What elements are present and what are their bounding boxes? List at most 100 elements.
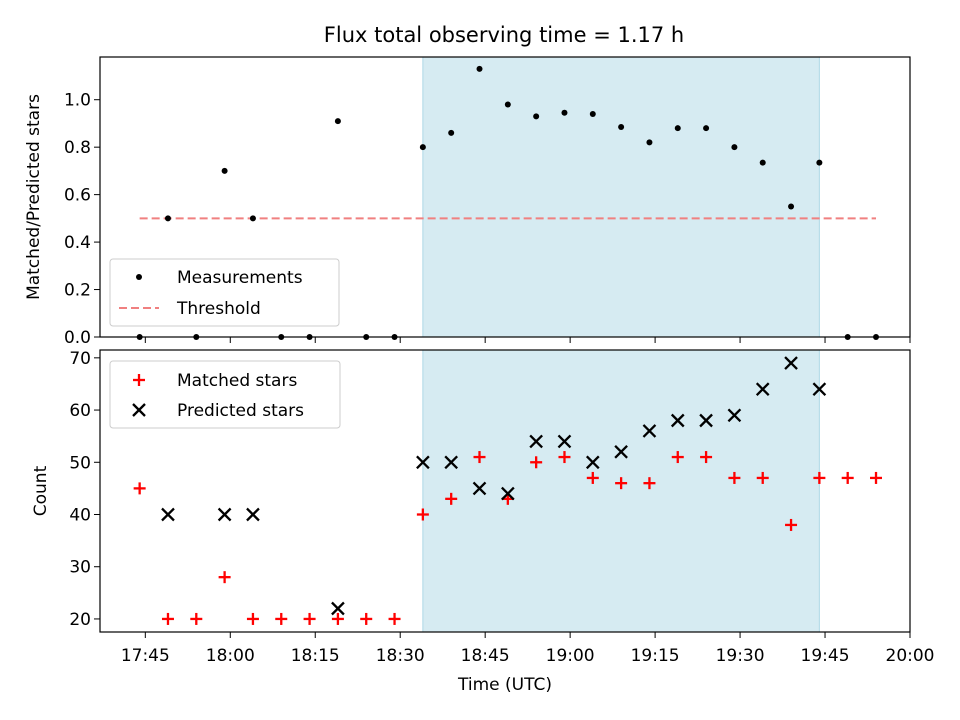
predicted-star-point <box>585 455 600 470</box>
axes-frame <box>99 56 911 338</box>
x-tick-label: 18:45 <box>461 646 510 666</box>
predicted-star-point <box>727 408 742 423</box>
y-tick-label: 0.8 <box>64 138 91 158</box>
y-tick-label: 1.0 <box>64 91 91 111</box>
matched-star-point <box>530 456 543 469</box>
y-tick-label: 0.2 <box>64 281 91 301</box>
cross-b <box>727 408 742 423</box>
predicted-star-point <box>246 507 260 522</box>
predicted-star-point <box>529 434 543 449</box>
matched-star-point <box>275 612 288 625</box>
matched-star-point <box>756 471 769 484</box>
y-tick-label: 60 <box>69 401 91 421</box>
measurement-point <box>504 101 511 108</box>
predicted-star-point <box>161 507 175 522</box>
cross-b <box>444 455 459 470</box>
axes-frame <box>99 349 911 633</box>
legend-measurements-label: Measurements <box>177 268 303 288</box>
cross-b <box>614 445 628 459</box>
y-axis-label: Matched/Predicted stars <box>24 94 44 300</box>
legend-predicted-label: Predicted stars <box>177 401 304 421</box>
y-axis-label: Count <box>31 465 51 516</box>
x-tick-label: 20:00 <box>886 646 935 666</box>
legend-top: Measurements Threshold <box>109 258 340 327</box>
predicted-star-point <box>670 413 685 428</box>
legend-predicted-marker <box>132 403 146 417</box>
legend-threshold-label: Threshold <box>176 299 261 319</box>
predicted-star-point <box>699 413 713 428</box>
cross-b <box>670 413 685 428</box>
matched-star-point <box>785 518 798 531</box>
x-tick-label: 19:45 <box>801 646 850 666</box>
predicted-star-point <box>784 356 798 370</box>
measurement-point <box>561 109 568 116</box>
legend-matched-label: Matched stars <box>177 371 297 391</box>
matched-star-point <box>728 471 741 484</box>
cross-b <box>642 424 657 438</box>
measurement-point <box>476 65 483 72</box>
cross-b <box>217 507 232 522</box>
measurement-point <box>703 125 710 132</box>
x-tick-label: 19:00 <box>546 646 595 666</box>
measurement-point <box>249 215 256 222</box>
matched-star-point <box>445 492 458 505</box>
matched-star-point <box>246 612 259 625</box>
measurement-point <box>788 203 795 210</box>
matched-star-point <box>813 471 826 484</box>
cross-b <box>529 434 543 449</box>
matched-star-point <box>671 451 684 464</box>
matched-star-point <box>416 508 429 521</box>
matched-star-point <box>615 477 628 490</box>
chart-title: Flux total observing time = 1.17 h <box>324 23 684 47</box>
matched-star-point <box>388 612 401 625</box>
measurement-point <box>759 159 766 166</box>
x-tick-label: 18:15 <box>291 646 340 666</box>
matched-star-point <box>643 477 656 490</box>
cross-b <box>501 486 515 501</box>
cross-b <box>755 382 770 396</box>
measurement-point <box>221 167 228 174</box>
x-axis-label: Time (UTC) <box>457 675 552 695</box>
measurement-point <box>533 113 540 120</box>
measurement-point <box>448 129 455 136</box>
x-tick-label: 18:30 <box>376 646 425 666</box>
x-tick-label: 19:30 <box>716 646 765 666</box>
matched-star-point <box>190 612 203 625</box>
observing-interval-shade <box>422 350 820 632</box>
predicted-star-point <box>812 382 827 396</box>
matched-star-point <box>558 451 571 464</box>
predicted-star-point <box>217 507 232 522</box>
cross-b <box>416 455 430 470</box>
cross-b <box>246 507 260 522</box>
matched-star-point <box>161 612 174 625</box>
predicted-star-point <box>501 486 515 501</box>
y-tick-label: 70 <box>69 349 91 369</box>
y-tick-label: 40 <box>69 506 91 526</box>
measurement-point <box>589 110 596 117</box>
y-tick-label: 50 <box>69 453 91 473</box>
legend-frame <box>109 258 340 327</box>
measurement-point <box>334 118 341 125</box>
legend-matched-marker <box>133 374 145 386</box>
matched-star-point <box>331 612 344 625</box>
y-tick-label: 0.4 <box>64 233 91 253</box>
observing-interval-shade <box>422 57 820 337</box>
matched-star-point <box>870 471 883 484</box>
predicted-star-point <box>331 601 345 616</box>
cross-b <box>472 481 487 496</box>
count-panel: 20 30 40 50 60 70 17:45 18:00 18:15 18:30 18:45 19:… <box>31 349 935 695</box>
x-tick-label: 19:15 <box>631 646 680 666</box>
measurement-point <box>419 144 426 151</box>
measurement-point <box>674 125 681 132</box>
legend-frame <box>109 360 341 429</box>
y-tick-label: 30 <box>69 558 91 578</box>
y-tick-label: 20 <box>69 610 91 630</box>
cross-b <box>557 434 572 449</box>
cross-b <box>132 403 146 417</box>
predicted-star-point <box>444 455 459 470</box>
measurement-point <box>618 124 625 130</box>
ratio-panel: 0.0 0.2 0.4 0.6 0.8 1.0 Matched/Predicted star… <box>24 56 911 348</box>
matched-star-point <box>841 471 854 484</box>
predicted-star-point <box>416 455 430 470</box>
cross-b <box>161 507 175 522</box>
